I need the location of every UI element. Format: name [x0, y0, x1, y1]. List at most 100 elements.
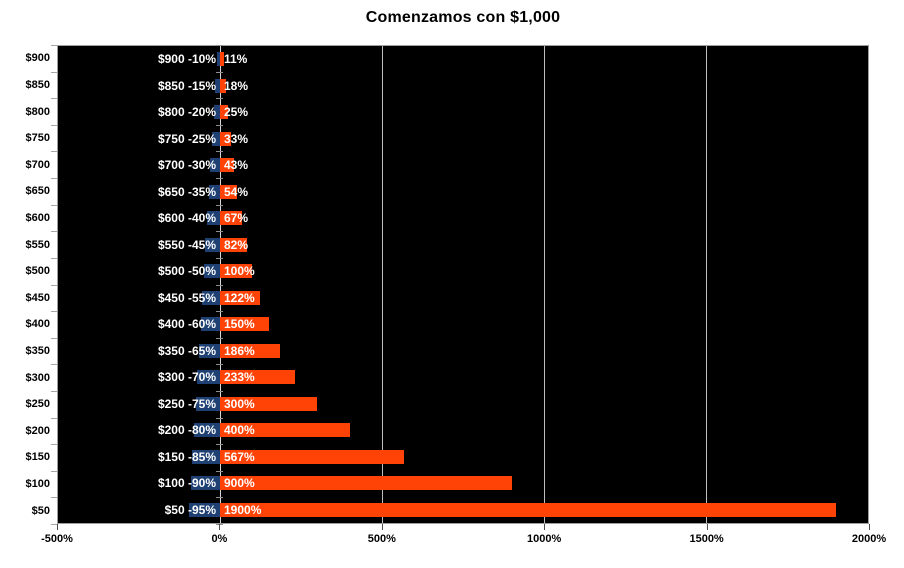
loss-label: $100 -90%: [157, 476, 216, 491]
category-axis-tick: [216, 417, 224, 419]
loss-bar: [211, 131, 220, 146]
y-axis-label: $150: [25, 451, 50, 464]
chart-row: $300 -70% 233%: [58, 364, 868, 391]
category-tick: [51, 337, 57, 339]
category-axis-tick: [216, 71, 224, 73]
recovery-label: 43%: [224, 158, 249, 173]
recovery-label: 18%: [224, 78, 249, 93]
chart-row: $500 -50% 100%: [58, 258, 868, 285]
x-axis-tick: [219, 524, 221, 530]
chart-row: $900 -10% 11%: [58, 46, 868, 73]
category-tick: [51, 364, 57, 366]
loss-bar: [192, 449, 220, 464]
x-axis-label: 1000%: [527, 533, 562, 545]
recovery-label: 150%: [224, 317, 255, 332]
loss-bar: [202, 290, 220, 305]
x-axis-tick: [381, 524, 383, 530]
category-axis-tick: [216, 45, 224, 46]
category-tick: [51, 444, 57, 446]
category-tick: [51, 178, 57, 180]
category-axis-tick: [216, 98, 224, 100]
loss-label: $850 -15%: [157, 78, 216, 93]
loss-label: $750 -25%: [157, 131, 216, 146]
loss-bar: [197, 370, 220, 385]
chart-row: $750 -25% 33%: [58, 125, 868, 152]
category-tick: [51, 497, 57, 499]
loss-label: $200 -80%: [157, 423, 216, 438]
loss-label: $800 -20%: [157, 105, 216, 120]
loss-bar: [213, 105, 220, 120]
recovery-label: 186%: [224, 343, 255, 358]
recovery-bar: [220, 184, 238, 199]
recovery-label: 100%: [224, 264, 255, 279]
category-tick: [51, 257, 57, 259]
loss-label: $900 -10%: [157, 52, 216, 67]
recovery-bar: [220, 476, 512, 491]
y-axis-label: $550: [25, 238, 50, 251]
category-tick: [51, 124, 57, 126]
recovery-label: 67%: [224, 211, 249, 226]
y-axis-label: $450: [25, 291, 50, 304]
category-tick: [51, 151, 57, 153]
recovery-label: 1900%: [224, 502, 262, 517]
loss-label: $250 -75%: [157, 396, 216, 411]
loss-label: $350 -65%: [157, 343, 216, 358]
chart-row: $150 -85% 567%: [58, 444, 868, 471]
category-tick: [51, 284, 57, 286]
recovery-bar: [220, 237, 247, 252]
x-axis-label: 1500%: [689, 533, 724, 545]
category-tick: [51, 231, 57, 233]
y-axis-label: $750: [25, 132, 50, 145]
recovery-label: 122%: [224, 290, 255, 305]
category-tick: [51, 311, 57, 313]
category-axis-tick: [216, 284, 224, 286]
loss-bar: [208, 184, 220, 199]
category-tick: [51, 98, 57, 100]
x-axis-tick: [544, 524, 546, 530]
category-tick: [51, 390, 57, 392]
chart-row: $400 -60% 150%: [58, 311, 868, 338]
recovery-bar: [220, 370, 296, 385]
chart-row: $350 -65% 186%: [58, 338, 868, 365]
recovery-bar: [220, 343, 281, 358]
loss-label: $300 -70%: [157, 370, 216, 385]
y-axis-label: $400: [25, 318, 50, 331]
recovery-bar: [220, 131, 231, 146]
recovery-bar: [220, 317, 269, 332]
gridline: [544, 46, 545, 523]
chart-row: $50 -95% 1900%: [58, 497, 868, 524]
recovery-bar: [220, 423, 350, 438]
loss-bar: [200, 317, 220, 332]
recovery-label: 900%: [224, 476, 255, 491]
recovery-bar: [220, 211, 242, 226]
recovery-bar: [220, 290, 260, 305]
y-axis-label: $100: [25, 478, 50, 491]
chart-row: $450 -55% 122%: [58, 285, 868, 312]
category-tick: [51, 71, 57, 73]
loss-label: $550 -45%: [157, 237, 216, 252]
loss-label: $700 -30%: [157, 158, 216, 173]
y-axis-label: $500: [25, 265, 50, 278]
y-axis-label: $900: [25, 52, 50, 65]
category-axis-tick: [216, 390, 224, 392]
chart-row: $100 -90% 900%: [58, 470, 868, 497]
recovery-bar: [220, 78, 226, 93]
y-axis-label: $600: [25, 211, 50, 224]
loss-bar: [203, 264, 220, 279]
category-axis-tick: [216, 497, 224, 499]
loss-label: $500 -50%: [157, 264, 216, 279]
loss-bar: [195, 396, 220, 411]
x-axis-tick: [869, 524, 870, 530]
category-axis-tick: [216, 178, 224, 180]
category-axis-tick: [216, 444, 224, 446]
chart-row: $250 -75% 300%: [58, 391, 868, 418]
chart-title: Comenzamos con $1,000: [365, 9, 561, 26]
category-tick: [51, 470, 57, 472]
category-axis-tick: [216, 151, 224, 153]
category-axis-tick: [216, 231, 224, 233]
category-tick: [51, 204, 57, 206]
y-axis-label: $300: [25, 371, 50, 384]
category-tick: [51, 524, 57, 525]
chart-row: $700 -30% 43%: [58, 152, 868, 179]
